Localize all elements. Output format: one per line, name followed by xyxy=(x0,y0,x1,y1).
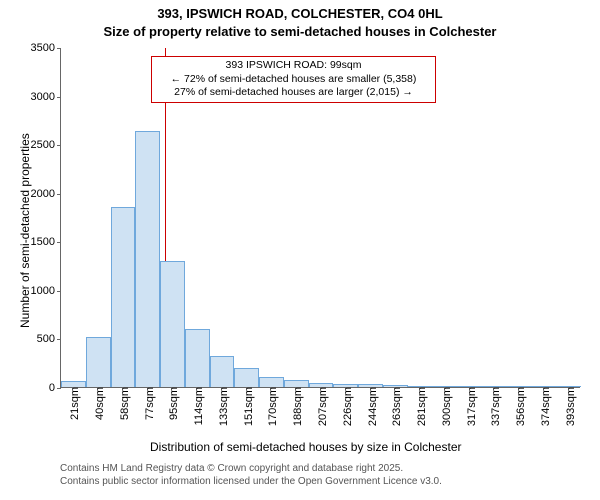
chart-title-line1: 393, IPSWICH ROAD, COLCHESTER, CO4 0HL xyxy=(0,6,600,21)
x-tick-label: 58sqm xyxy=(115,387,131,420)
footer-line1: Contains HM Land Registry data © Crown c… xyxy=(60,463,403,474)
x-axis-label: Distribution of semi-detached houses by … xyxy=(150,440,461,454)
histogram-bar xyxy=(234,368,259,387)
x-tick-label: 21sqm xyxy=(65,387,81,420)
x-tick-label: 393sqm xyxy=(561,387,577,426)
x-tick-label: 77sqm xyxy=(140,387,156,420)
x-tick-label: 114sqm xyxy=(189,387,205,425)
x-tick-label: 151sqm xyxy=(239,387,255,426)
x-tick-label: 207sqm xyxy=(313,387,329,426)
histogram-bar xyxy=(86,337,111,388)
x-tick-label: 40sqm xyxy=(90,387,106,420)
x-tick-label: 300sqm xyxy=(437,387,453,426)
x-tick-label: 95sqm xyxy=(164,387,180,420)
histogram-bar xyxy=(210,356,235,387)
x-tick-label: 263sqm xyxy=(387,387,403,426)
footer-line2: Contains public sector information licen… xyxy=(60,476,442,487)
x-tick-label: 226sqm xyxy=(338,387,354,426)
histogram-bar xyxy=(284,380,309,387)
annotation-box: 393 IPSWICH ROAD: 99sqm ← 72% of semi-de… xyxy=(151,56,436,103)
y-tick-label: 2000 xyxy=(31,188,61,200)
annotation-line2: ← 72% of semi-detached houses are smalle… xyxy=(156,73,431,87)
histogram-bar xyxy=(135,131,160,387)
y-tick-label: 3500 xyxy=(31,42,61,54)
y-tick-label: 3000 xyxy=(31,91,61,103)
x-tick-label: 170sqm xyxy=(263,387,279,426)
x-tick-label: 281sqm xyxy=(412,387,428,426)
y-tick-label: 1000 xyxy=(31,285,61,297)
y-tick-label: 1500 xyxy=(31,236,61,248)
x-tick-label: 133sqm xyxy=(214,387,230,426)
histogram-bar xyxy=(185,329,210,387)
histogram-bar xyxy=(259,377,284,387)
annotation-line3: 27% of semi-detached houses are larger (… xyxy=(156,86,431,100)
histogram-bar xyxy=(160,261,185,387)
y-axis-label: Number of semi-detached properties xyxy=(18,133,32,328)
x-tick-label: 356sqm xyxy=(511,387,527,426)
x-tick-label: 244sqm xyxy=(363,387,379,426)
x-tick-label: 188sqm xyxy=(288,387,304,426)
x-tick-label: 337sqm xyxy=(486,387,502,426)
histogram-bar xyxy=(111,207,136,387)
x-tick-label: 374sqm xyxy=(536,387,552,426)
y-tick-label: 0 xyxy=(49,382,61,394)
property-size-chart: 393, IPSWICH ROAD, COLCHESTER, CO4 0HL S… xyxy=(0,0,600,500)
plot-area: 393 IPSWICH ROAD: 99sqm ← 72% of semi-de… xyxy=(60,48,580,388)
x-tick-label: 317sqm xyxy=(462,387,478,426)
y-tick-label: 2500 xyxy=(31,139,61,151)
chart-title-line2: Size of property relative to semi-detach… xyxy=(0,24,600,39)
y-tick-label: 500 xyxy=(37,333,61,345)
annotation-line1: 393 IPSWICH ROAD: 99sqm xyxy=(156,59,431,73)
